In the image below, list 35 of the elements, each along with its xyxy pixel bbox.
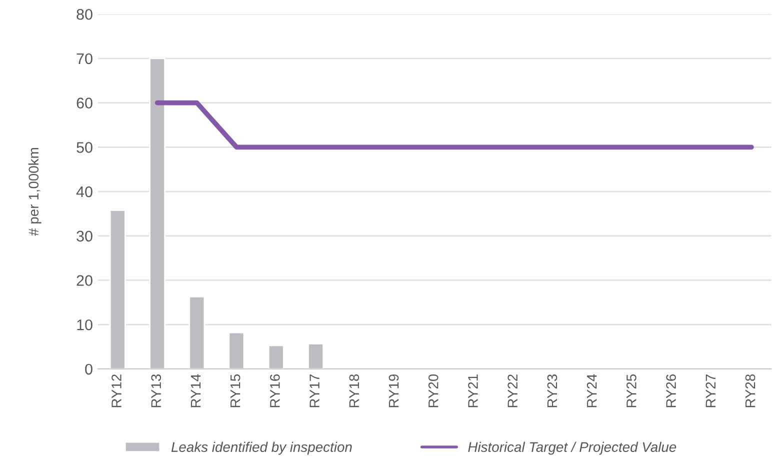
y-axis-title: # per 1,000km [28,148,42,236]
y-tick-label: 40 [76,186,92,198]
x-tick-label: RY25 [626,374,636,408]
x-tick-label: RY19 [388,374,399,408]
x-tick-label: RY24 [586,374,597,408]
x-tick-label: RY16 [270,374,280,408]
y-tick-label: 50 [76,142,92,153]
x-tick-label: RY21 [468,374,478,408]
bar [149,58,166,369]
y-tick-label: 60 [76,98,92,108]
legend-label: Historical Target / Projected Value [468,442,676,455]
y-tick-label: 10 [77,319,92,330]
legend-label: Leaks identified by inspection [171,442,352,455]
x-tick-label: RY14 [190,374,200,408]
x-tick-label: RY20 [428,374,438,408]
x-tick-label: RY13 [151,374,162,408]
x-tick-label: RY28 [745,374,756,408]
y-tick-label: 80 [76,8,92,20]
x-tick-label: RY17 [310,374,320,408]
x-tick-label: RY23 [547,374,558,408]
y-tick-label: 0 [85,364,92,375]
x-tick-label: RY26 [666,374,676,408]
x-tick-label: RY27 [706,374,716,408]
y-tick-label: 70 [76,53,92,64]
bar [228,332,245,369]
x-tick-label: RY12 [112,374,122,408]
y-tick-label: 30 [76,230,92,242]
bar [268,344,284,369]
x-tick-label: RY18 [349,374,360,408]
y-tick-label: 20 [76,275,92,286]
bar [188,296,206,369]
bar [109,209,126,369]
x-tick-label: RY22 [508,374,518,408]
bar [308,342,324,369]
x-tick-label: RY15 [230,374,240,408]
